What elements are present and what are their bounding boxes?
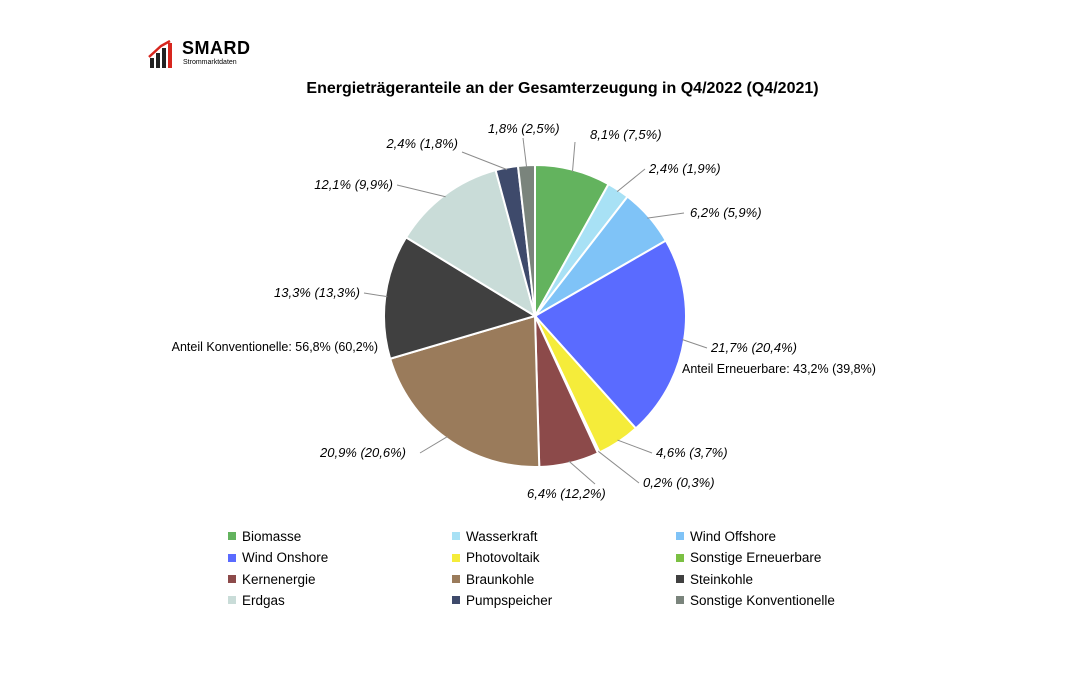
leader-line xyxy=(396,184,446,198)
data-label: 0,2% (0,3%) xyxy=(643,475,715,490)
data-label: 12,1% (9,9%) xyxy=(314,177,393,192)
legend-label: Sonstige Konventionelle xyxy=(690,592,835,608)
legend-label: Biomasse xyxy=(242,529,302,544)
legend-label: Erdgas xyxy=(242,592,285,608)
smard-logo: SMARD Strommarktdaten xyxy=(148,38,258,74)
legend-item: Steinkohle xyxy=(676,572,753,587)
data-label: 21,7% (20,4%) xyxy=(710,340,797,355)
data-label: 2,4% (1,9%) xyxy=(648,161,721,176)
data-label: 8,1% (7,5%) xyxy=(590,127,662,142)
legend-swatch xyxy=(676,596,684,605)
data-label: 2,4% (1,8%) xyxy=(385,136,458,151)
data-label: 1,8% (2,5%) xyxy=(488,121,560,136)
legend-label: Pumpspeicher xyxy=(466,592,553,608)
leader-line xyxy=(617,439,653,454)
legend-swatch xyxy=(228,575,236,584)
data-label: 20,9% (20,6%) xyxy=(319,445,406,460)
pie-slice-braunkohle xyxy=(388,314,541,468)
leader-line xyxy=(681,339,708,349)
legend-swatch xyxy=(676,553,684,562)
legend-item: Braunkohle xyxy=(452,572,534,587)
legend-swatch xyxy=(676,575,684,584)
legend-label: Kernenergie xyxy=(242,571,316,587)
legend-swatch xyxy=(452,553,460,562)
leader-line xyxy=(597,450,640,484)
leader-line xyxy=(616,168,646,193)
legend-item: Kernenergie xyxy=(228,572,316,587)
legend-label: Braunkohle xyxy=(466,571,535,587)
logo-bars-icon xyxy=(148,40,172,68)
pie-chart: 8,1% (7,5%) 2,4% (1,9%) 6,2% (5,9%) 21,7% (… xyxy=(172,121,876,501)
data-label: 13,3% (13,3%) xyxy=(274,285,360,300)
legend-label: Sonstige Erneuerbare xyxy=(690,550,822,566)
legend-item: Biomasse xyxy=(228,529,301,544)
legend-item: Erdgas xyxy=(228,593,285,608)
legend-item: Photovoltaik xyxy=(452,550,540,565)
data-label: 6,2% (5,9%) xyxy=(690,205,762,220)
legend-swatch xyxy=(676,532,684,541)
legend-item: Pumpspeicher xyxy=(452,593,552,608)
legend-label: Steinkohle xyxy=(690,571,754,587)
legend-swatch xyxy=(452,575,460,584)
leader-line xyxy=(647,212,685,219)
data-label: 6,4% (12,2%) xyxy=(527,486,606,501)
leader-line xyxy=(571,141,576,172)
legend-label: Wind Onshore xyxy=(242,550,329,566)
legend-swatch xyxy=(228,553,236,562)
chart-title: Energieträgeranteile an der Gesamterzeug… xyxy=(306,80,819,97)
legend-item: Wind Onshore xyxy=(228,550,328,565)
legend-label: Wind Offshore xyxy=(690,529,777,544)
pie-slice-erdgas xyxy=(404,168,537,319)
legend-swatch xyxy=(452,596,460,605)
legend-item: Wind Offshore xyxy=(676,529,776,544)
leader-line xyxy=(419,436,448,454)
legend-swatch xyxy=(228,532,236,541)
legend-item: Sonstige Erneuerbare xyxy=(676,550,821,565)
leader-line xyxy=(522,137,528,168)
leader-line xyxy=(363,292,388,298)
renewables-share-label: Anteil Erneuerbare: 43,2% (39,8%) xyxy=(682,362,876,376)
logo-brand: SMARD xyxy=(182,38,251,58)
conventional-share-label: Anteil Konventionelle: 56,8% (60,2%) xyxy=(172,340,378,354)
legend-item: Wasserkraft xyxy=(452,529,538,544)
data-label: 4,6% (3,7%) xyxy=(656,445,728,460)
legend-swatch xyxy=(452,532,460,541)
leader-line xyxy=(568,460,596,485)
leader-line xyxy=(461,151,508,171)
legend-label: Photovoltaik xyxy=(466,550,540,566)
legend-item: Sonstige Konventionelle xyxy=(676,593,835,608)
logo-subtitle: Strommarktdaten xyxy=(183,59,237,66)
legend-label: Wasserkraft xyxy=(466,529,538,544)
legend-swatch xyxy=(228,596,236,605)
